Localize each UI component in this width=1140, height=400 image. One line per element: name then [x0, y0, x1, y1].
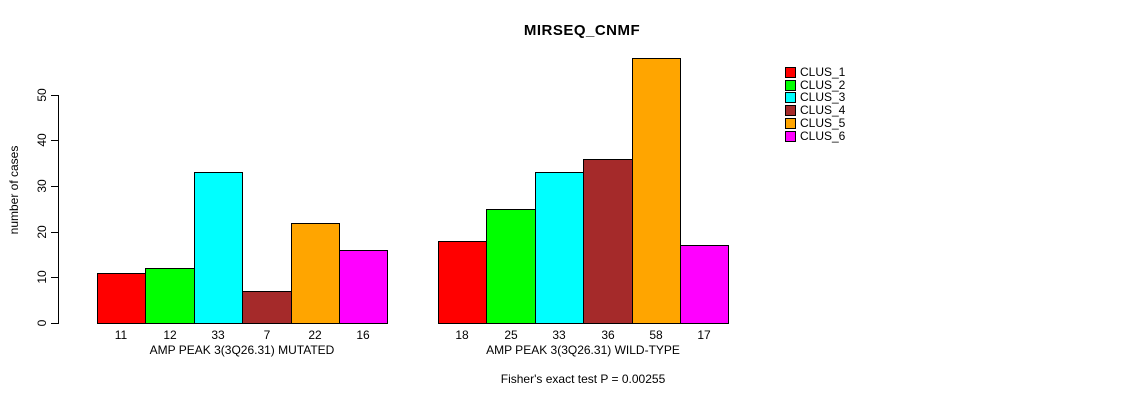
bar-value-label: 18	[455, 328, 469, 342]
bar-value-label: 17	[697, 328, 711, 342]
bar-value-label: 25	[504, 328, 518, 342]
legend-swatch	[785, 130, 796, 142]
y-tick-label-text: 30	[35, 179, 49, 193]
bar-clus_6-group2	[680, 245, 729, 324]
y-axis-tick	[51, 95, 58, 96]
bar-value-label: 33	[552, 328, 566, 342]
y-tick-label-text: 50	[35, 88, 49, 102]
bar-value-label: 58	[649, 328, 663, 342]
bar-clus_4-group1	[242, 291, 292, 324]
y-tick-label-text: 0	[35, 319, 49, 327]
bar-clus_6-group1	[339, 250, 388, 324]
bar-value-label: 33	[211, 328, 225, 342]
bar-clus_1-group1	[97, 273, 146, 324]
bar-value-label: 11	[114, 328, 128, 342]
bar-value-label: 22	[308, 328, 322, 342]
fisher-test-note: Fisher's exact test P = 0.00255	[500, 372, 666, 386]
legend-item-clus_3: CLUS_3	[785, 91, 845, 103]
y-axis-tick	[51, 140, 58, 141]
y-tick-label-text: 40	[35, 133, 49, 147]
legend-swatch	[785, 66, 796, 78]
legend-swatch	[785, 117, 796, 129]
group-label: AMP PEAK 3(3Q26.31) WILD-TYPE	[486, 343, 680, 357]
chart-title: MIRSEQ_CNMF	[523, 22, 641, 39]
legend-item-clus_2: CLUS_2	[785, 79, 845, 91]
bar-clus_4-group2	[583, 159, 633, 324]
legend-swatch	[785, 91, 796, 103]
legend-item-clus_1: CLUS_1	[785, 66, 845, 78]
y-axis-line	[58, 95, 59, 324]
bar-value-label: 36	[601, 328, 615, 342]
y-tick-label-text: 10	[35, 270, 49, 284]
legend-label: CLUS_2	[800, 78, 846, 92]
bar-clus_2-group2	[486, 209, 536, 324]
bar-clus_5-group1	[291, 223, 340, 324]
bar-value-label: 12	[163, 328, 177, 342]
legend-label: CLUS_1	[800, 65, 846, 79]
legend-item-clus_6: CLUS_6	[785, 130, 845, 142]
legend-label: CLUS_5	[800, 116, 846, 130]
group-label: AMP PEAK 3(3Q26.31) MUTATED	[149, 343, 335, 357]
legend-item-clus_5: CLUS_5	[785, 117, 845, 129]
y-axis-tick	[51, 232, 58, 233]
y-axis-tick	[51, 323, 58, 324]
bar-clus_1-group2	[438, 241, 487, 324]
y-tick-label-text: 20	[35, 225, 49, 239]
y-axis-tick	[51, 186, 58, 187]
legend-label: CLUS_4	[800, 103, 846, 117]
y-axis-tick	[51, 277, 58, 278]
bar-clus_3-group1	[194, 172, 243, 324]
bar-clus_5-group2	[632, 58, 681, 324]
legend-swatch	[785, 79, 796, 91]
bar-clus_2-group1	[145, 268, 195, 324]
legend-swatch	[785, 104, 796, 116]
bar-clus_3-group2	[535, 172, 584, 324]
y-axis-title-text: number of cases	[7, 145, 21, 235]
legend-label: CLUS_3	[800, 90, 846, 104]
bar-value-label: 7	[263, 328, 271, 342]
legend-item-clus_4: CLUS_4	[785, 104, 845, 116]
bar-value-label: 16	[356, 328, 370, 342]
legend-label: CLUS_6	[800, 129, 846, 143]
